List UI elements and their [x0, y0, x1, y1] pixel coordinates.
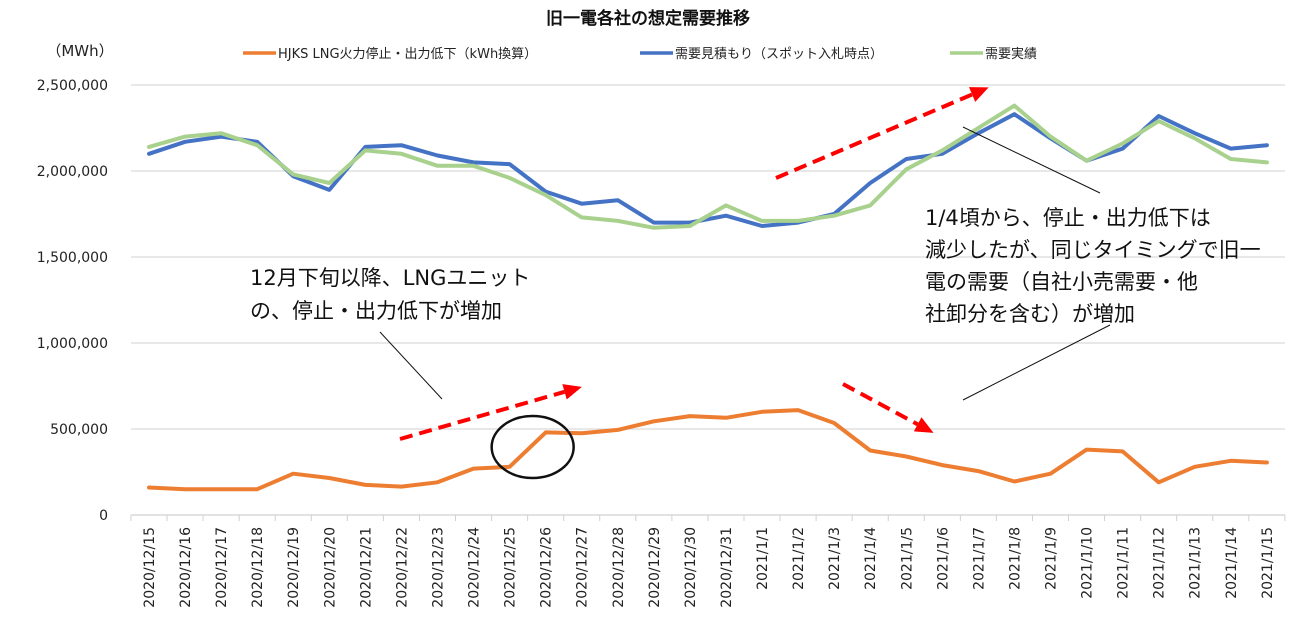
y-axis-unit: （MWh）: [46, 42, 113, 60]
x-tick-label: 2021/1/5: [899, 527, 915, 590]
y-tick-label: 0: [99, 508, 108, 524]
x-tick-label: 2020/12/24: [467, 527, 483, 608]
annotation-right: 1/4頃から、停止・出力低下は 減少したが、同じタイミングで旧一 電の需要（自社…: [925, 206, 1267, 326]
x-tick-label: 2020/12/16: [178, 527, 194, 608]
x-tick-label: 2021/1/1: [755, 527, 771, 590]
chart-title: 旧一電各社の想定需要推移: [546, 8, 750, 29]
annotation-right-line-3: 電の需要（自社小売需要・他: [925, 270, 1198, 294]
y-tick-label: 1,000,000: [37, 336, 108, 352]
annotation-left: 12月下旬以降、LNGユニット の、停止・出力低下が増加: [250, 266, 537, 323]
x-tick-label: 2020/12/22: [394, 527, 410, 608]
x-tick-label: 2020/12/20: [322, 527, 338, 608]
x-tick-label: 2020/12/26: [539, 527, 555, 608]
x-tick-label: 2021/1/10: [1080, 527, 1096, 599]
callout-line-right-upper: [962, 126, 1101, 194]
y-tick-label: 2,500,000: [37, 78, 108, 94]
x-tick-label: 2021/1/7: [971, 527, 987, 590]
trend-arrow-shaft: [399, 389, 566, 441]
x-tick-label: 2020/12/19: [286, 527, 302, 608]
x-tick-label: 2020/12/25: [503, 527, 519, 608]
trend-arrow-head: [968, 87, 989, 102]
x-tick-label: 2021/1/3: [827, 527, 843, 590]
annotation-graphics: [379, 87, 1111, 480]
x-tick-label: 2021/1/12: [1152, 527, 1168, 599]
series-lines: [147, 103, 1269, 492]
annotation-left-line-2: の、停止・出力低下が増加: [250, 299, 502, 323]
series-line-2: [147, 103, 1269, 230]
x-tick-label: 2021/1/2: [791, 527, 807, 590]
x-tick-label: 2020/12/21: [358, 527, 374, 608]
trend-arrow-head: [913, 417, 934, 433]
callout-line-right-lower: [962, 324, 1111, 401]
legend-label: 需要見積もり（スポット入札時点）: [675, 47, 883, 62]
annotation-right-line-2: 減少したが、同じタイミングで旧一: [925, 238, 1261, 262]
x-tick-label: 2020/12/27: [575, 527, 591, 608]
legend-label: 需要実績: [985, 46, 1037, 62]
x-tick-label: 2021/1/4: [863, 527, 879, 590]
x-tick-label: 2020/12/31: [719, 527, 735, 608]
y-axis-ticks: 0 500,000 1,000,000 1,500,000 2,000,000 2,500…: [37, 78, 108, 524]
x-tick-label: 2021/1/13: [1188, 527, 1204, 599]
trend-arrow-shaft: [775, 92, 973, 180]
y-tick-label: 2,000,000: [37, 164, 108, 180]
annotation-right-line-4: 社卸分を含む）が増加: [925, 302, 1135, 326]
x-tick-label: 2020/12/18: [250, 527, 266, 608]
legend: HJKS LNG火力停止・出力低下（kWh換算） 需要見積もり（スポット入札時点）…: [243, 46, 1037, 62]
x-tick-label: 2021/1/8: [1007, 527, 1023, 590]
x-tick-label: 2020/12/23: [430, 527, 446, 608]
gridlines: [131, 84, 1285, 430]
annotation-left-line-1: 12月下旬以降、LNGユニット: [250, 266, 530, 290]
annotation-right-line-1: 1/4頃から、停止・出力低下は: [925, 206, 1211, 230]
series-line-0: [147, 408, 1269, 492]
x-tick-label: 2021/1/9: [1044, 527, 1060, 590]
x-axis: 2020/12/15 2020/12/16 2020/12/17 2020/12/18…: [130, 514, 1286, 608]
callout-line-left: [379, 331, 443, 400]
trend-arrow-head: [562, 384, 582, 400]
y-tick-label: 1,500,000: [37, 250, 108, 266]
x-tick-label: 2021/1/14: [1224, 527, 1240, 599]
legend-label: HJKS LNG火力停止・出力低下（kWh換算）: [278, 46, 537, 62]
x-tick-label: 2021/1/11: [1116, 527, 1132, 599]
x-tick-label: 2020/12/29: [647, 527, 663, 608]
x-tick-label: 2020/12/28: [611, 527, 627, 608]
highlight-circle: [490, 414, 575, 480]
x-tick-label: 2021/1/6: [935, 527, 951, 590]
x-tick-label: 2021/1/15: [1260, 527, 1276, 599]
trend-arrow-shaft: [842, 382, 919, 427]
x-tick-label: 2020/12/30: [683, 527, 699, 608]
x-tick-label: 2020/12/17: [214, 527, 230, 608]
y-tick-label: 500,000: [50, 422, 108, 438]
x-tick-label: 2020/12/15: [142, 527, 158, 608]
